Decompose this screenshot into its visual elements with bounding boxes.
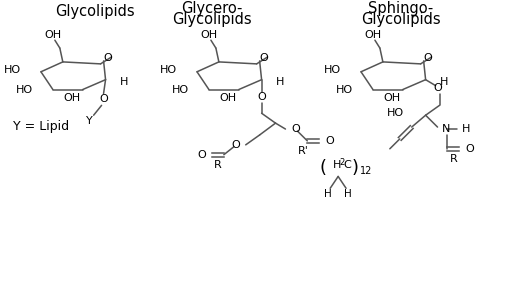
Text: H: H	[120, 77, 128, 87]
Text: H: H	[344, 189, 352, 199]
Text: OH: OH	[200, 30, 218, 40]
Text: O: O	[325, 136, 334, 146]
Text: ): )	[352, 159, 358, 177]
Text: Sphingo-: Sphingo-	[368, 1, 433, 16]
Text: O: O	[257, 92, 266, 102]
Text: C: C	[343, 160, 351, 170]
Text: HO: HO	[172, 85, 189, 95]
Text: OH: OH	[383, 93, 401, 103]
Text: Y: Y	[86, 116, 93, 126]
Text: H: H	[276, 77, 284, 87]
Text: O: O	[259, 53, 268, 63]
Text: OH: OH	[219, 93, 237, 103]
Text: N: N	[442, 124, 450, 134]
Text: 2: 2	[339, 158, 344, 167]
Text: R: R	[214, 160, 222, 170]
Text: HO: HO	[16, 85, 33, 95]
Text: H: H	[462, 124, 470, 134]
Text: OH: OH	[44, 30, 62, 40]
Text: O: O	[423, 53, 432, 63]
Text: Y = Lipid: Y = Lipid	[13, 120, 69, 133]
Text: O: O	[291, 124, 300, 134]
Text: 12: 12	[360, 166, 373, 175]
Text: O: O	[433, 83, 442, 92]
Text: HO: HO	[4, 65, 21, 75]
Text: R: R	[450, 154, 457, 164]
Text: HO: HO	[160, 65, 177, 75]
Text: OH: OH	[364, 30, 382, 40]
Text: H: H	[440, 77, 448, 87]
Text: H: H	[333, 160, 341, 170]
Text: Glycolipids: Glycolipids	[361, 12, 441, 27]
Text: O: O	[231, 140, 240, 150]
Text: Glycero-: Glycero-	[181, 1, 242, 16]
Text: O: O	[197, 150, 206, 160]
Text: HO: HO	[324, 65, 341, 75]
Text: R': R'	[298, 146, 309, 156]
Text: O: O	[99, 95, 108, 104]
Text: (: (	[320, 159, 327, 177]
Text: H: H	[324, 189, 332, 199]
Text: HO: HO	[387, 108, 404, 118]
Text: HO: HO	[336, 85, 353, 95]
Text: OH: OH	[63, 93, 80, 103]
Text: Glycolipids: Glycolipids	[55, 4, 134, 19]
Text: Glycolipids: Glycolipids	[172, 12, 252, 27]
Text: O: O	[103, 53, 112, 63]
Text: O: O	[465, 144, 474, 154]
